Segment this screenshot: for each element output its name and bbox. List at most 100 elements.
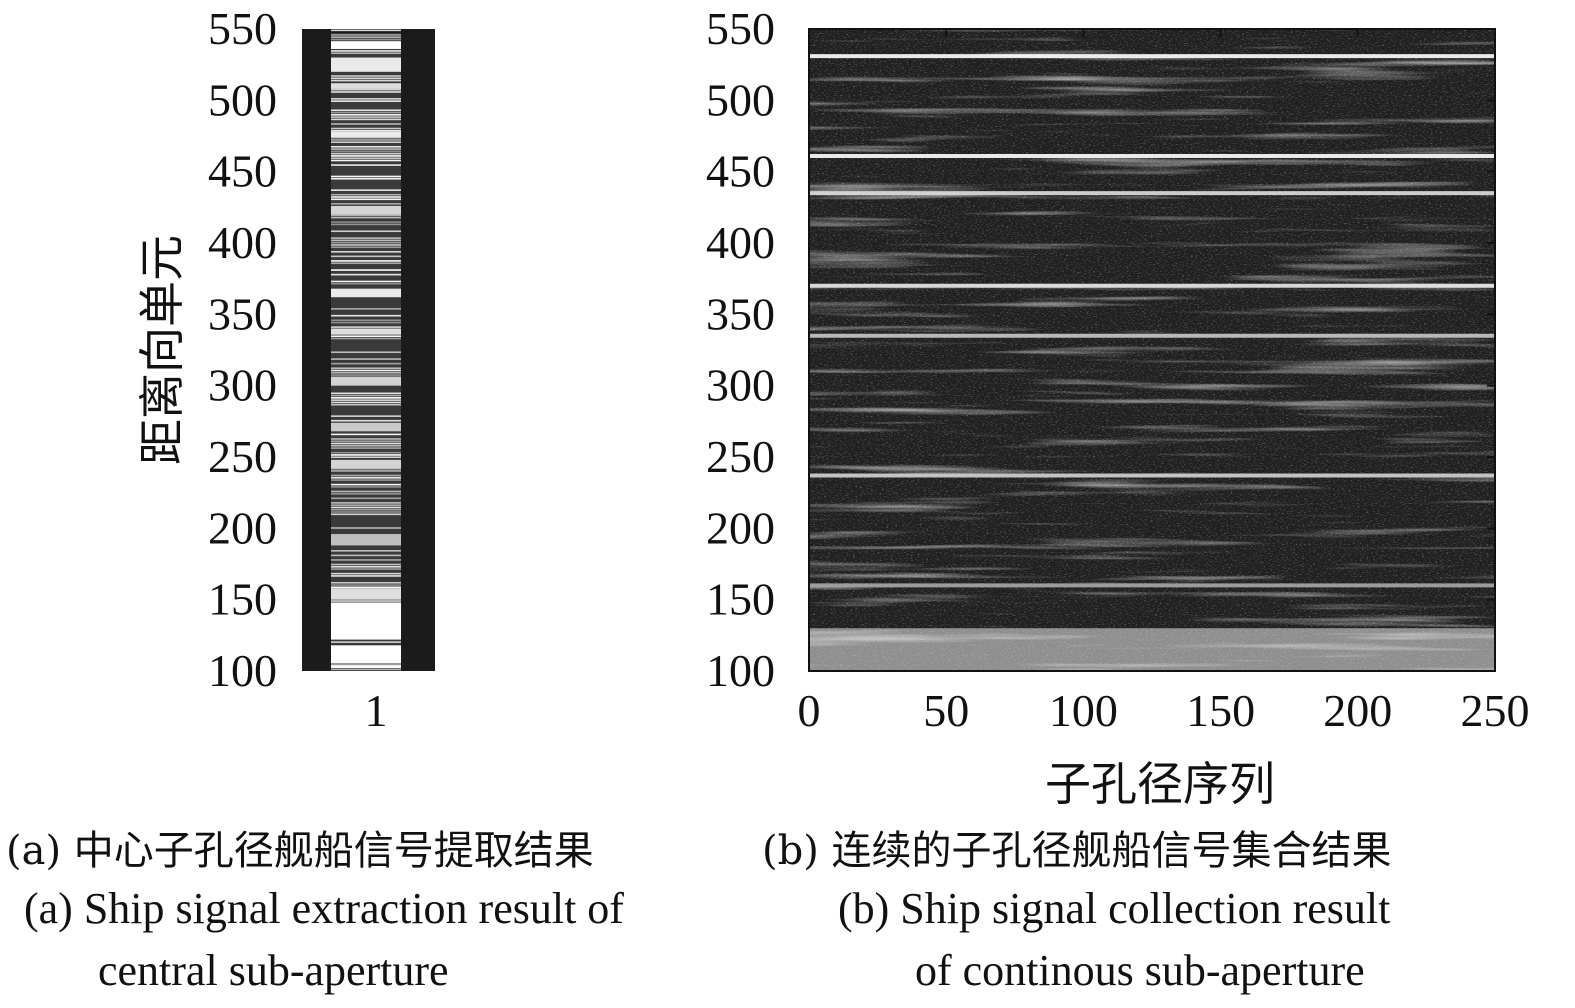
panel-a-y-ticks: 550 500 450 400 350 300 250 200 150 100	[208, 3, 277, 696]
panel-a-stripe	[331, 193, 401, 196]
panel-a-stripe	[331, 438, 401, 440]
panel-a-stripe	[331, 157, 401, 159]
panel-a-stripe	[331, 98, 401, 100]
panel-a-y-tick-label: 550	[208, 3, 277, 54]
panel-a-stripe	[331, 29, 401, 32]
panel-a-stripe	[331, 273, 401, 276]
panel-a-stripe	[331, 584, 401, 586]
panel-a-stripe	[331, 230, 401, 233]
panel-a: 550 500 450 400 350 300 250 200 150 100 1 距离向单元	[135, 3, 435, 736]
panel-a-bright-band	[331, 645, 401, 663]
panel-a-bright-band	[331, 131, 401, 138]
panel-a-stripe	[331, 109, 401, 112]
panel-a-stripe	[331, 244, 401, 246]
panel-a-stripe	[331, 467, 401, 470]
panel-a-stripe	[331, 114, 401, 116]
panel-a-stripe	[331, 255, 401, 258]
caption-b-chinese: (b) 连续的子孔径舰船信号集合结果	[762, 828, 1392, 874]
panel-a-stripe	[331, 237, 401, 239]
panel-a-stripe	[331, 335, 401, 338]
panel-a-stripe	[331, 513, 401, 516]
panel-a-stripe	[331, 451, 401, 454]
panel-b-y-tick-label: 200	[706, 502, 775, 553]
panel-a-stripe	[331, 88, 401, 91]
panel-b-y-tick-label: 300	[706, 360, 775, 411]
panel-a-stripe	[331, 492, 401, 495]
panel-a-stripe	[331, 118, 401, 121]
panel-a-x-tick-label: 1	[365, 685, 388, 736]
panel-b-y-tick-label: 250	[706, 431, 775, 482]
panel-a-stripe	[331, 440, 401, 443]
panel-a-stripe	[331, 221, 401, 223]
panel-a-stripe	[331, 367, 401, 370]
panel-b-y-tick-label: 550	[706, 3, 775, 54]
caption-a-chinese: (a) 中心子孔径舰船信号提取结果	[6, 828, 594, 874]
panel-a-stripe	[331, 326, 401, 328]
panel-a-stripe	[331, 419, 401, 422]
panel-b-y-tick-label: 500	[706, 74, 775, 125]
panel-a-stripe	[331, 563, 401, 566]
panel-a-y-tick-label: 200	[208, 502, 277, 553]
panel-a-stripe	[331, 399, 401, 401]
panel-b-y-ticks: 550 500 450 400 350 300 250 200 150 100	[706, 3, 1495, 696]
panel-a-stripe	[331, 164, 401, 166]
panel-a-stripe	[331, 159, 401, 162]
panel-a-stripe	[331, 447, 401, 449]
panel-a-bright-band	[331, 459, 401, 469]
panel-a-stripe	[331, 511, 401, 513]
panel-a-stripe	[331, 239, 401, 242]
panel-a-stripe	[331, 358, 401, 360]
panel-a-stripe	[331, 246, 401, 249]
panel-a-stripe	[331, 586, 401, 589]
panel-a-bright-band	[331, 665, 401, 669]
panel-a-y-axis-label: 距离向单元	[135, 235, 189, 465]
panel-a-stripe	[331, 36, 401, 39]
panel-a-stripe	[331, 502, 401, 504]
panel-a-y-tick-label: 300	[208, 360, 277, 411]
panel-a-stripe	[331, 397, 401, 399]
panel-a-stripe	[331, 38, 401, 41]
panel-a-stripe	[331, 321, 401, 324]
panel-a-bands	[331, 29, 401, 671]
panel-a-stripe	[331, 319, 401, 322]
panel-a-stripe	[331, 52, 401, 54]
panel-a-stripe	[331, 282, 401, 285]
panel-a-stripe	[331, 568, 401, 570]
panel-b-x-tick-label: 100	[1049, 685, 1118, 736]
panel-a-stripe	[331, 486, 401, 488]
panel-b-x-tick-label: 250	[1461, 685, 1530, 736]
caption-a-english-line1: (a) Ship signal extraction result of	[24, 884, 624, 933]
panel-a-bright-band	[331, 205, 401, 215]
panel-b-x-tick-label: 50	[923, 685, 969, 736]
panel-b: 550 500 450 400 350 300 250 200 150 100 0 50 100 150…	[706, 3, 1530, 811]
panel-a-stripe	[331, 508, 401, 511]
panel-a-stripe	[331, 216, 401, 219]
panel-a-stripe	[331, 308, 401, 310]
panel-a-stripe	[331, 150, 401, 153]
panel-a-stripe	[331, 145, 401, 148]
panel-a-stripe	[331, 369, 401, 372]
panel-a-stripe	[331, 177, 401, 180]
panel-a-stripe	[331, 474, 401, 477]
panel-a-stripe	[331, 394, 401, 397]
caption-a-english-line2: central sub-aperture	[98, 946, 449, 995]
panel-a-stripe	[331, 269, 401, 271]
panel-a-stripe	[331, 497, 401, 500]
panel-a-stripe	[331, 189, 401, 191]
panel-a-bright-band	[331, 534, 401, 546]
panel-a-stripe	[331, 337, 401, 340]
panel-a-y-tick-label: 350	[208, 288, 277, 339]
panel-a-bright-band	[331, 422, 401, 432]
panel-a-stripe	[331, 454, 401, 456]
panel-b-y-tick-label: 400	[706, 217, 775, 268]
panel-a-stripe	[331, 490, 401, 493]
panel-a-stripe	[331, 241, 401, 244]
panel-b-y-tick-label: 150	[706, 574, 775, 625]
panel-a-stripe	[331, 214, 401, 217]
panel-a-bright-band	[331, 83, 401, 89]
panel-a-stripe	[331, 148, 401, 150]
panel-a-stripe	[331, 371, 401, 374]
panel-a-stripe	[331, 661, 401, 664]
panel-a-stripe	[331, 479, 401, 481]
